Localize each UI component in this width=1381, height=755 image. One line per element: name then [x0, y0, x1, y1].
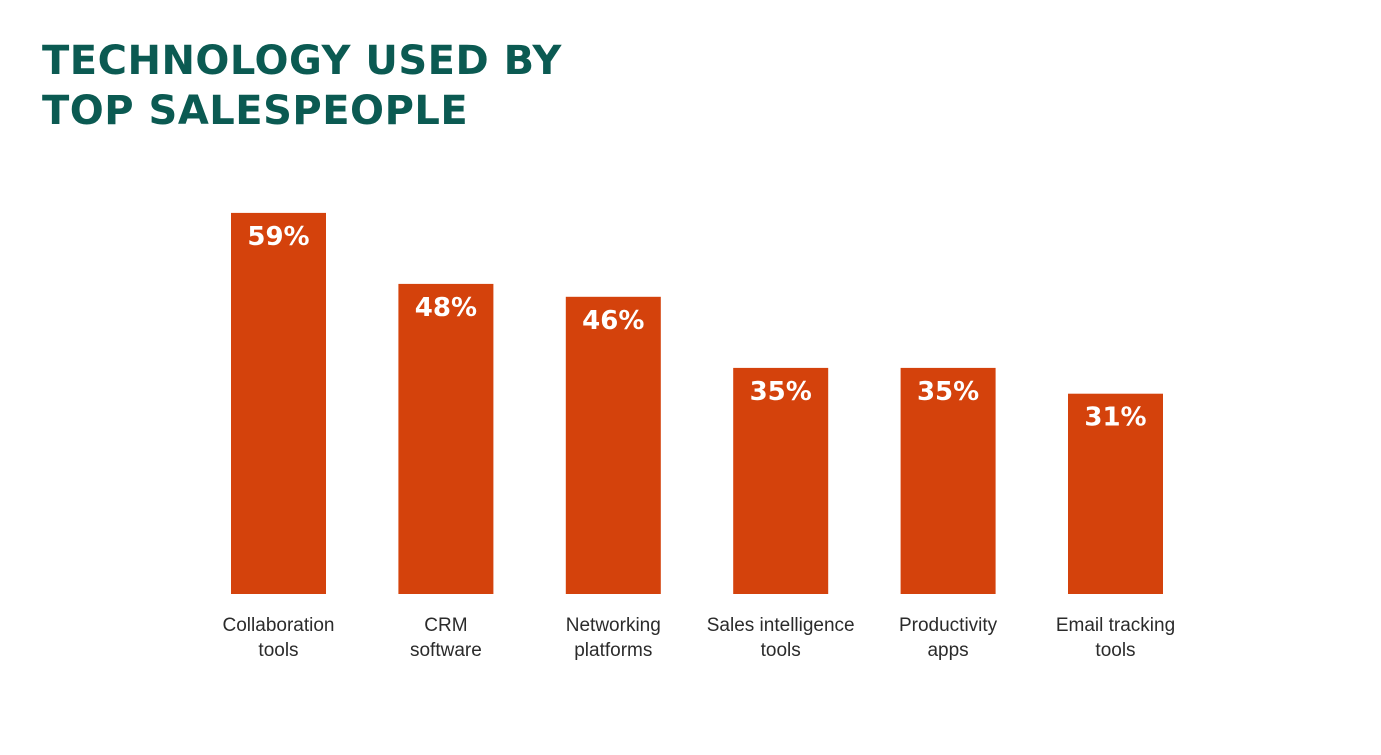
bar-value-label-3: 46%	[582, 306, 644, 336]
bar-value-label-6: 31%	[1084, 403, 1146, 433]
category-label-line: Sales intelligence	[707, 615, 855, 636]
category-label-4: Sales intelligence tools	[707, 615, 855, 661]
category-label-line: tools	[1095, 640, 1135, 661]
bar-value-label-2: 48%	[415, 293, 477, 323]
category-label-line: software	[410, 640, 482, 661]
category-label-3: Networking platforms	[566, 615, 661, 661]
category-label-line: apps	[927, 640, 968, 661]
category-label-5: Productivity apps	[899, 615, 998, 661]
bar-value-label-5: 35%	[917, 377, 979, 407]
bar-1	[231, 212, 326, 594]
category-label-line: tools	[258, 640, 298, 661]
category-label-line: tools	[761, 640, 801, 661]
category-label-line: Collaboration	[223, 615, 335, 636]
category-label-6: Email tracking tools	[1056, 615, 1175, 661]
category-label-2: CRM software	[410, 615, 482, 661]
category-label-1: Collaboration tools	[223, 615, 335, 661]
bar-2	[398, 283, 494, 594]
bar-4	[733, 367, 829, 594]
category-label-line: Email tracking	[1056, 615, 1175, 636]
bar-5	[900, 367, 996, 594]
bar-value-label-1: 59%	[247, 222, 309, 252]
category-label-line: Productivity	[899, 615, 998, 636]
bar-3	[565, 296, 661, 594]
chart-title-line-1: TECHNOLOGY USED BY	[42, 38, 562, 84]
category-label-line: CRM	[424, 615, 467, 636]
bar-value-label-4: 35%	[750, 377, 812, 407]
bar-6	[1068, 393, 1163, 594]
category-label-line: platforms	[574, 640, 652, 661]
category-label-line: Networking	[566, 615, 661, 636]
chart-title-line-2: TOP SALESPEOPLE	[42, 88, 469, 134]
chart-title: TECHNOLOGY USED BY TOP SALESPEOPLE	[42, 36, 562, 136]
